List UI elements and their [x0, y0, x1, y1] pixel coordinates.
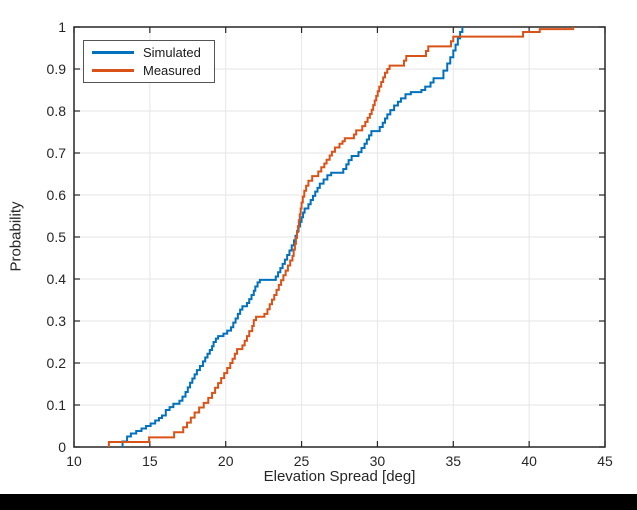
x-tick-label: 25 [294, 453, 310, 469]
legend-entry-simulated: Simulated [84, 46, 214, 59]
legend-line-sample-measured [92, 69, 134, 72]
x-axis-label: Elevation Spread [deg] [263, 468, 416, 485]
legend-line-sample-simulated [92, 51, 134, 54]
legend-entry-measured: Measured [84, 64, 214, 77]
y-tick-label: 0.9 [47, 61, 67, 77]
y-tick-label: 0.4 [47, 271, 67, 287]
x-tick-label: 20 [218, 453, 234, 469]
series-line-measured [107, 27, 575, 447]
x-tick-label: 45 [597, 453, 613, 469]
y-tick-label: 0.2 [47, 355, 67, 371]
y-tick-label: 0.3 [47, 313, 67, 329]
y-tick-label: 0.5 [47, 229, 67, 245]
bottom-black-bar [0, 494, 637, 510]
legend: Simulated Measured [83, 40, 215, 83]
x-tick-label: 40 [521, 453, 537, 469]
series-line-simulated [121, 27, 464, 447]
x-tick-label: 15 [142, 453, 158, 469]
y-tick-label: 0 [58, 439, 66, 455]
y-tick-label: 0.6 [47, 187, 67, 203]
x-tick-label: 30 [370, 453, 386, 469]
y-tick-label: 0.7 [47, 145, 67, 161]
y-tick-label: 1 [58, 19, 66, 35]
x-tick-label: 10 [66, 453, 82, 469]
y-axis-label: Probability [7, 201, 25, 272]
legend-label-simulated: Simulated [143, 45, 201, 60]
x-tick-label: 35 [446, 453, 462, 469]
y-tick-label: 0.1 [47, 397, 67, 413]
y-tick-label: 0.8 [47, 103, 67, 119]
legend-label-measured: Measured [143, 63, 201, 78]
